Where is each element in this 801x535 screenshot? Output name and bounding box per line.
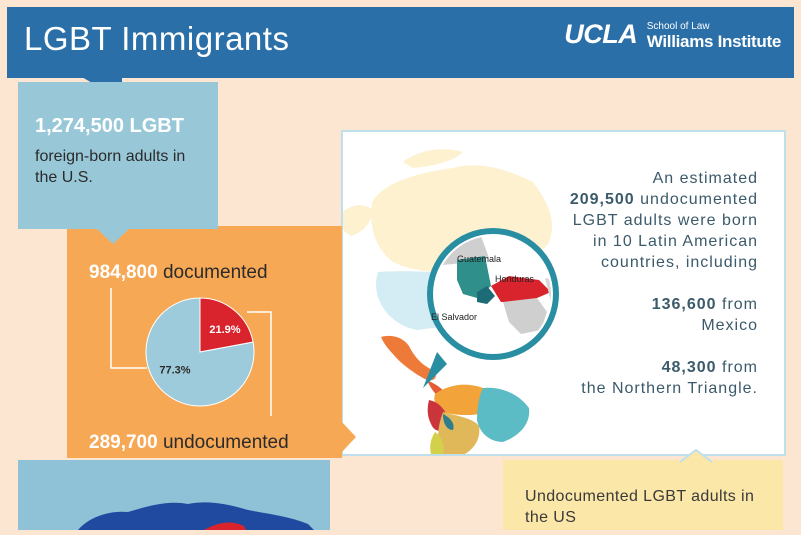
undocumented-label: undocumented [162, 432, 289, 453]
foreign-born-card: 1,274,500 LGBT foreign-born adults in th… [18, 82, 218, 229]
label-el-salvador: El Salvador [431, 312, 477, 322]
mexico-number: 136,600 [651, 296, 717, 313]
logo-williams-institute: Williams Institute [646, 32, 782, 51]
latin-america-text: An estimated 209,500 undocumented LGBT a… [498, 168, 758, 420]
documented-status-card: 984,800 documented 289,700 undocumented … [67, 226, 342, 458]
text-lgbt-adults: LGBT adults were born [572, 212, 758, 229]
pie-label-0: 21.9% [209, 324, 240, 336]
northern-triangle-number: 48,300 [661, 359, 717, 376]
world-map-fragment [78, 502, 314, 530]
logo-school-of-law: School of Law [646, 21, 710, 32]
documented-number: 984,800 [89, 262, 158, 283]
map-card: Guatemala Honduras El Salvador An estima… [341, 130, 786, 456]
bottom-callout-text: Undocumented LGBT adults in the US [525, 488, 755, 526]
central-america-callout: Guatemala Honduras El Salvador [423, 228, 559, 388]
latin-america-number: 209,500 [569, 191, 635, 208]
text-undocumented: undocumented [640, 191, 758, 208]
documented-label: documented [162, 262, 268, 283]
text-including: countries, including [601, 254, 758, 271]
bottom-card-pointer [679, 448, 713, 463]
mexico-from: from [722, 296, 758, 313]
mexico-name: Mexico [701, 317, 758, 334]
page-title: LGBT Immigrants [24, 20, 290, 57]
pie-label-1: 77.3% [159, 364, 190, 376]
pie-slice-0 [199, 297, 254, 353]
logo-ucla: UCLA [564, 19, 638, 49]
foreign-born-caption: foreign-born adults in the U.S. [35, 148, 186, 186]
ucla-williams-logo: UCLA School of Law Williams Institute [564, 19, 781, 51]
foreign-born-number: 1,274,500 LGBT [35, 115, 184, 137]
bottom-callout-card: Undocumented LGBT adults in the US [503, 460, 783, 530]
blue-card-pointer [96, 228, 130, 244]
northern-triangle-name: the Northern Triangle. [581, 380, 758, 397]
pie-connectors [110, 288, 272, 416]
label-honduras: Honduras [495, 274, 535, 284]
pie-slice-1 [145, 297, 255, 407]
header-bar [7, 7, 794, 78]
status-pie-chart: 21.9% 77.3% [145, 297, 255, 407]
orange-card-pointer [340, 420, 356, 454]
label-guatemala: Guatemala [457, 254, 501, 264]
text-an-estimated: An estimated [652, 170, 758, 187]
undocumented-line: 289,700 undocumented [89, 432, 289, 454]
bottom-world-strip [18, 460, 330, 530]
undocumented-number: 289,700 [89, 432, 158, 453]
documented-line: 984,800 documented [89, 262, 268, 284]
text-latin-american: in 10 Latin American [593, 233, 758, 250]
northern-triangle-from: from [722, 359, 758, 376]
